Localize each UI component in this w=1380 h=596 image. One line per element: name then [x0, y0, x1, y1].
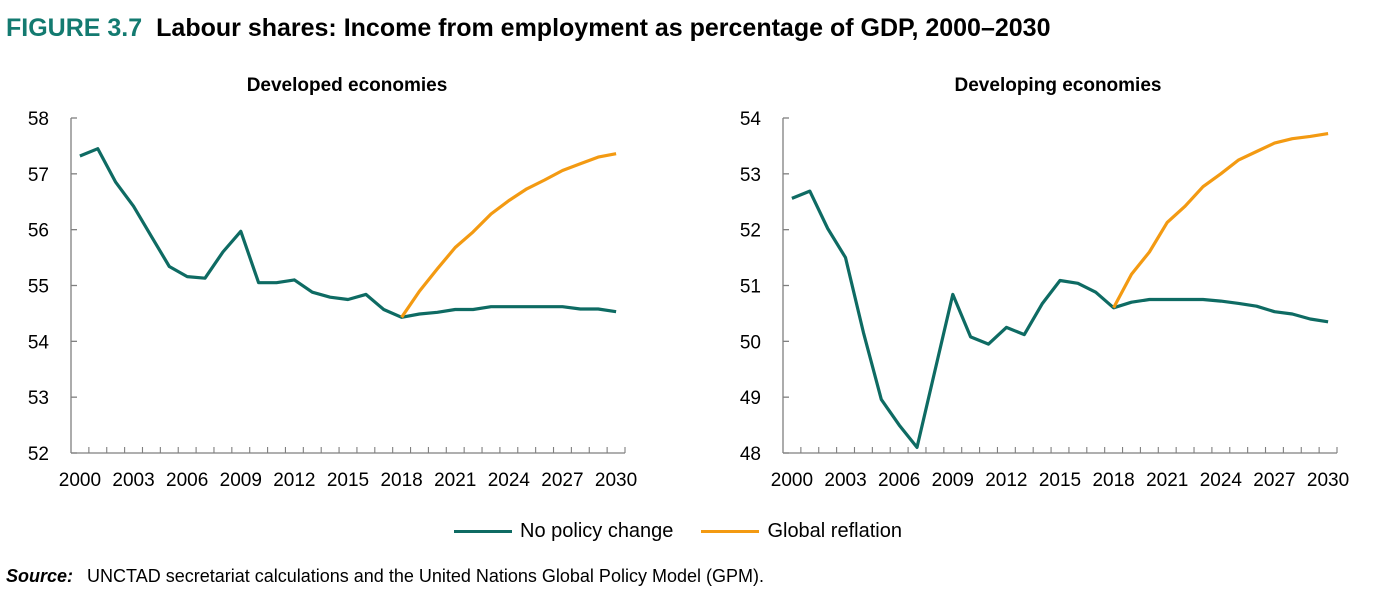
x-tick-label: 2003	[112, 470, 154, 491]
figure-label: FIGURE 3.7	[6, 14, 143, 42]
legend-swatch-no-policy-change	[454, 530, 512, 533]
y-tick-label: 56	[28, 221, 49, 242]
series-line-no-policy-change	[79, 147, 617, 319]
y-tick-label: 50	[740, 332, 761, 353]
y-tick-label: 58	[28, 109, 49, 130]
panel-developed: Developed economies 52 53 54 55 56 57 58 2000 20…	[28, 75, 637, 491]
y-tick-label: 53	[740, 165, 761, 186]
x-tick-label: 2000	[771, 470, 813, 491]
legend-swatch-global-reflation	[701, 530, 760, 533]
legend-label-global-reflation: Global reflation	[767, 520, 902, 542]
x-tick-label: 2015	[1039, 470, 1081, 491]
y-tick-label: 48	[740, 444, 761, 465]
source-text: UNCTAD secretariat calculations and the …	[87, 566, 764, 586]
panel-title-developed: Developed economies	[247, 75, 448, 96]
series-line-no-policy-change	[791, 189, 1329, 449]
series-line-global-reflation	[1112, 132, 1329, 309]
y-tick-label: 52	[740, 221, 761, 242]
x-tick-label: 2006	[166, 470, 208, 491]
x-tick-label: 2030	[1307, 470, 1349, 491]
legend-item-global-reflation: Global reflation	[701, 520, 902, 543]
y-tick-label: 54	[28, 332, 50, 353]
x-tick-label: 2024	[1200, 470, 1243, 491]
x-tick-label: 2006	[878, 470, 920, 491]
legend: No policy change Global reflation	[454, 520, 930, 543]
x-tick-label: 2024	[488, 470, 531, 491]
source-label: Source:	[6, 566, 74, 586]
y-tick-label: 49	[740, 388, 761, 409]
x-tick-label: 2015	[327, 470, 369, 491]
y-tick-label: 55	[28, 277, 49, 298]
x-tick-label: 2027	[541, 470, 583, 491]
x-tick-label: 2012	[273, 470, 315, 491]
panel-developing: Developing economies 48 49 50 51 52 53 54 2000 2…	[740, 75, 1349, 491]
legend-item-no-policy-change: No policy change	[454, 520, 673, 543]
x-tick-label: 2021	[1146, 470, 1188, 491]
x-tick-label: 2021	[434, 470, 476, 491]
x-tick-label: 2009	[220, 470, 262, 491]
y-tick-label: 53	[28, 388, 49, 409]
x-tick-label: 2027	[1253, 470, 1295, 491]
y-tick-label: 52	[28, 444, 49, 465]
y-tick-label: 51	[740, 277, 761, 298]
x-tick-label: 2009	[932, 470, 974, 491]
x-tick-label: 2018	[380, 470, 422, 491]
x-tick-label: 2018	[1092, 470, 1134, 491]
series-line-global-reflation	[400, 152, 617, 319]
y-tick-label: 57	[28, 165, 49, 186]
legend-label-no-policy-change: No policy change	[520, 520, 674, 542]
x-tick-label: 2030	[595, 470, 637, 491]
y-tick-label: 54	[740, 109, 762, 130]
figure-title: Labour shares: Income from employment as…	[156, 14, 1051, 42]
figure-heading: FIGURE 3.7 Labour shares: Income from emp…	[6, 14, 1050, 43]
x-tick-label: 2000	[59, 470, 101, 491]
x-tick-label: 2003	[824, 470, 866, 491]
panel-title-developing: Developing economies	[955, 75, 1162, 96]
x-tick-label: 2012	[985, 470, 1027, 491]
source-note: Source: UNCTAD secretariat calculations a…	[6, 566, 764, 587]
